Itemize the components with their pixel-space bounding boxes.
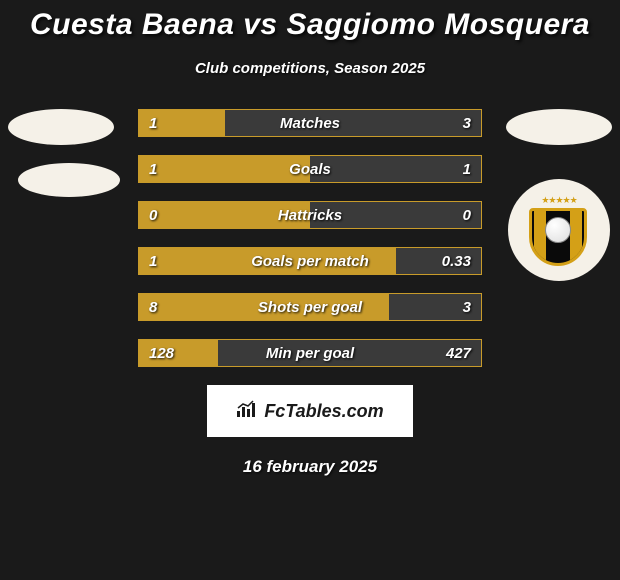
crest-stars-icon: ★★★★★ [529,195,589,206]
brand-chart-icon [236,400,258,423]
stat-value-right: 0 [463,207,471,224]
stat-value-left: 1 [149,253,157,270]
left-team-badge-placeholder-2 [18,163,120,197]
right-team-crest: ★★★★★ [508,179,610,281]
stat-label: Goals [289,161,331,178]
stat-value-left: 0 [149,207,157,224]
stat-value-right: 3 [463,115,471,132]
stat-value-right: 0.33 [442,253,471,270]
brand-text: FcTables.com [264,401,383,422]
stat-value-left: 1 [149,161,157,178]
stat-fill-right [225,110,482,136]
stat-row: 1 Goals 1 [138,155,482,183]
stat-bars-container: 1 Matches 3 1 Goals 1 0 Hattricks 0 1 Goals per ma… [138,109,482,367]
stat-value-right: 427 [446,345,471,362]
stat-label: Goals per match [251,253,369,270]
left-team-badge-placeholder-1 [8,109,114,145]
comparison-title: Cuesta Baena vs Saggiomo Mosquera [0,0,620,42]
stat-row: 8 Shots per goal 3 [138,293,482,321]
stat-label: Matches [280,115,340,132]
stat-row: 128 Min per goal 427 [138,339,482,367]
stat-label: Hattricks [278,207,342,224]
stat-label: Shots per goal [258,299,362,316]
stat-value-left: 128 [149,345,174,362]
crest-shield-icon [529,208,587,266]
stat-fill-left [139,156,310,182]
content-area: ★★★★★ 1 Matches 3 1 Goals 1 0 Hattricks 0 1 Goals … [0,109,620,477]
stat-fill-right [310,156,481,182]
stat-row: 1 Goals per match 0.33 [138,247,482,275]
stat-label: Min per goal [266,345,354,362]
brand-badge: FcTables.com [207,385,413,437]
snapshot-date: 16 february 2025 [0,457,620,477]
comparison-subtitle: Club competitions, Season 2025 [0,60,620,77]
stat-value-left: 8 [149,299,157,316]
stat-value-right: 1 [463,161,471,178]
stat-value-right: 3 [463,299,471,316]
stat-value-left: 1 [149,115,157,132]
stat-row: 1 Matches 3 [138,109,482,137]
stat-row: 0 Hattricks 0 [138,201,482,229]
crest-ball-icon [545,217,571,243]
right-team-badge-placeholder-1 [506,109,612,145]
